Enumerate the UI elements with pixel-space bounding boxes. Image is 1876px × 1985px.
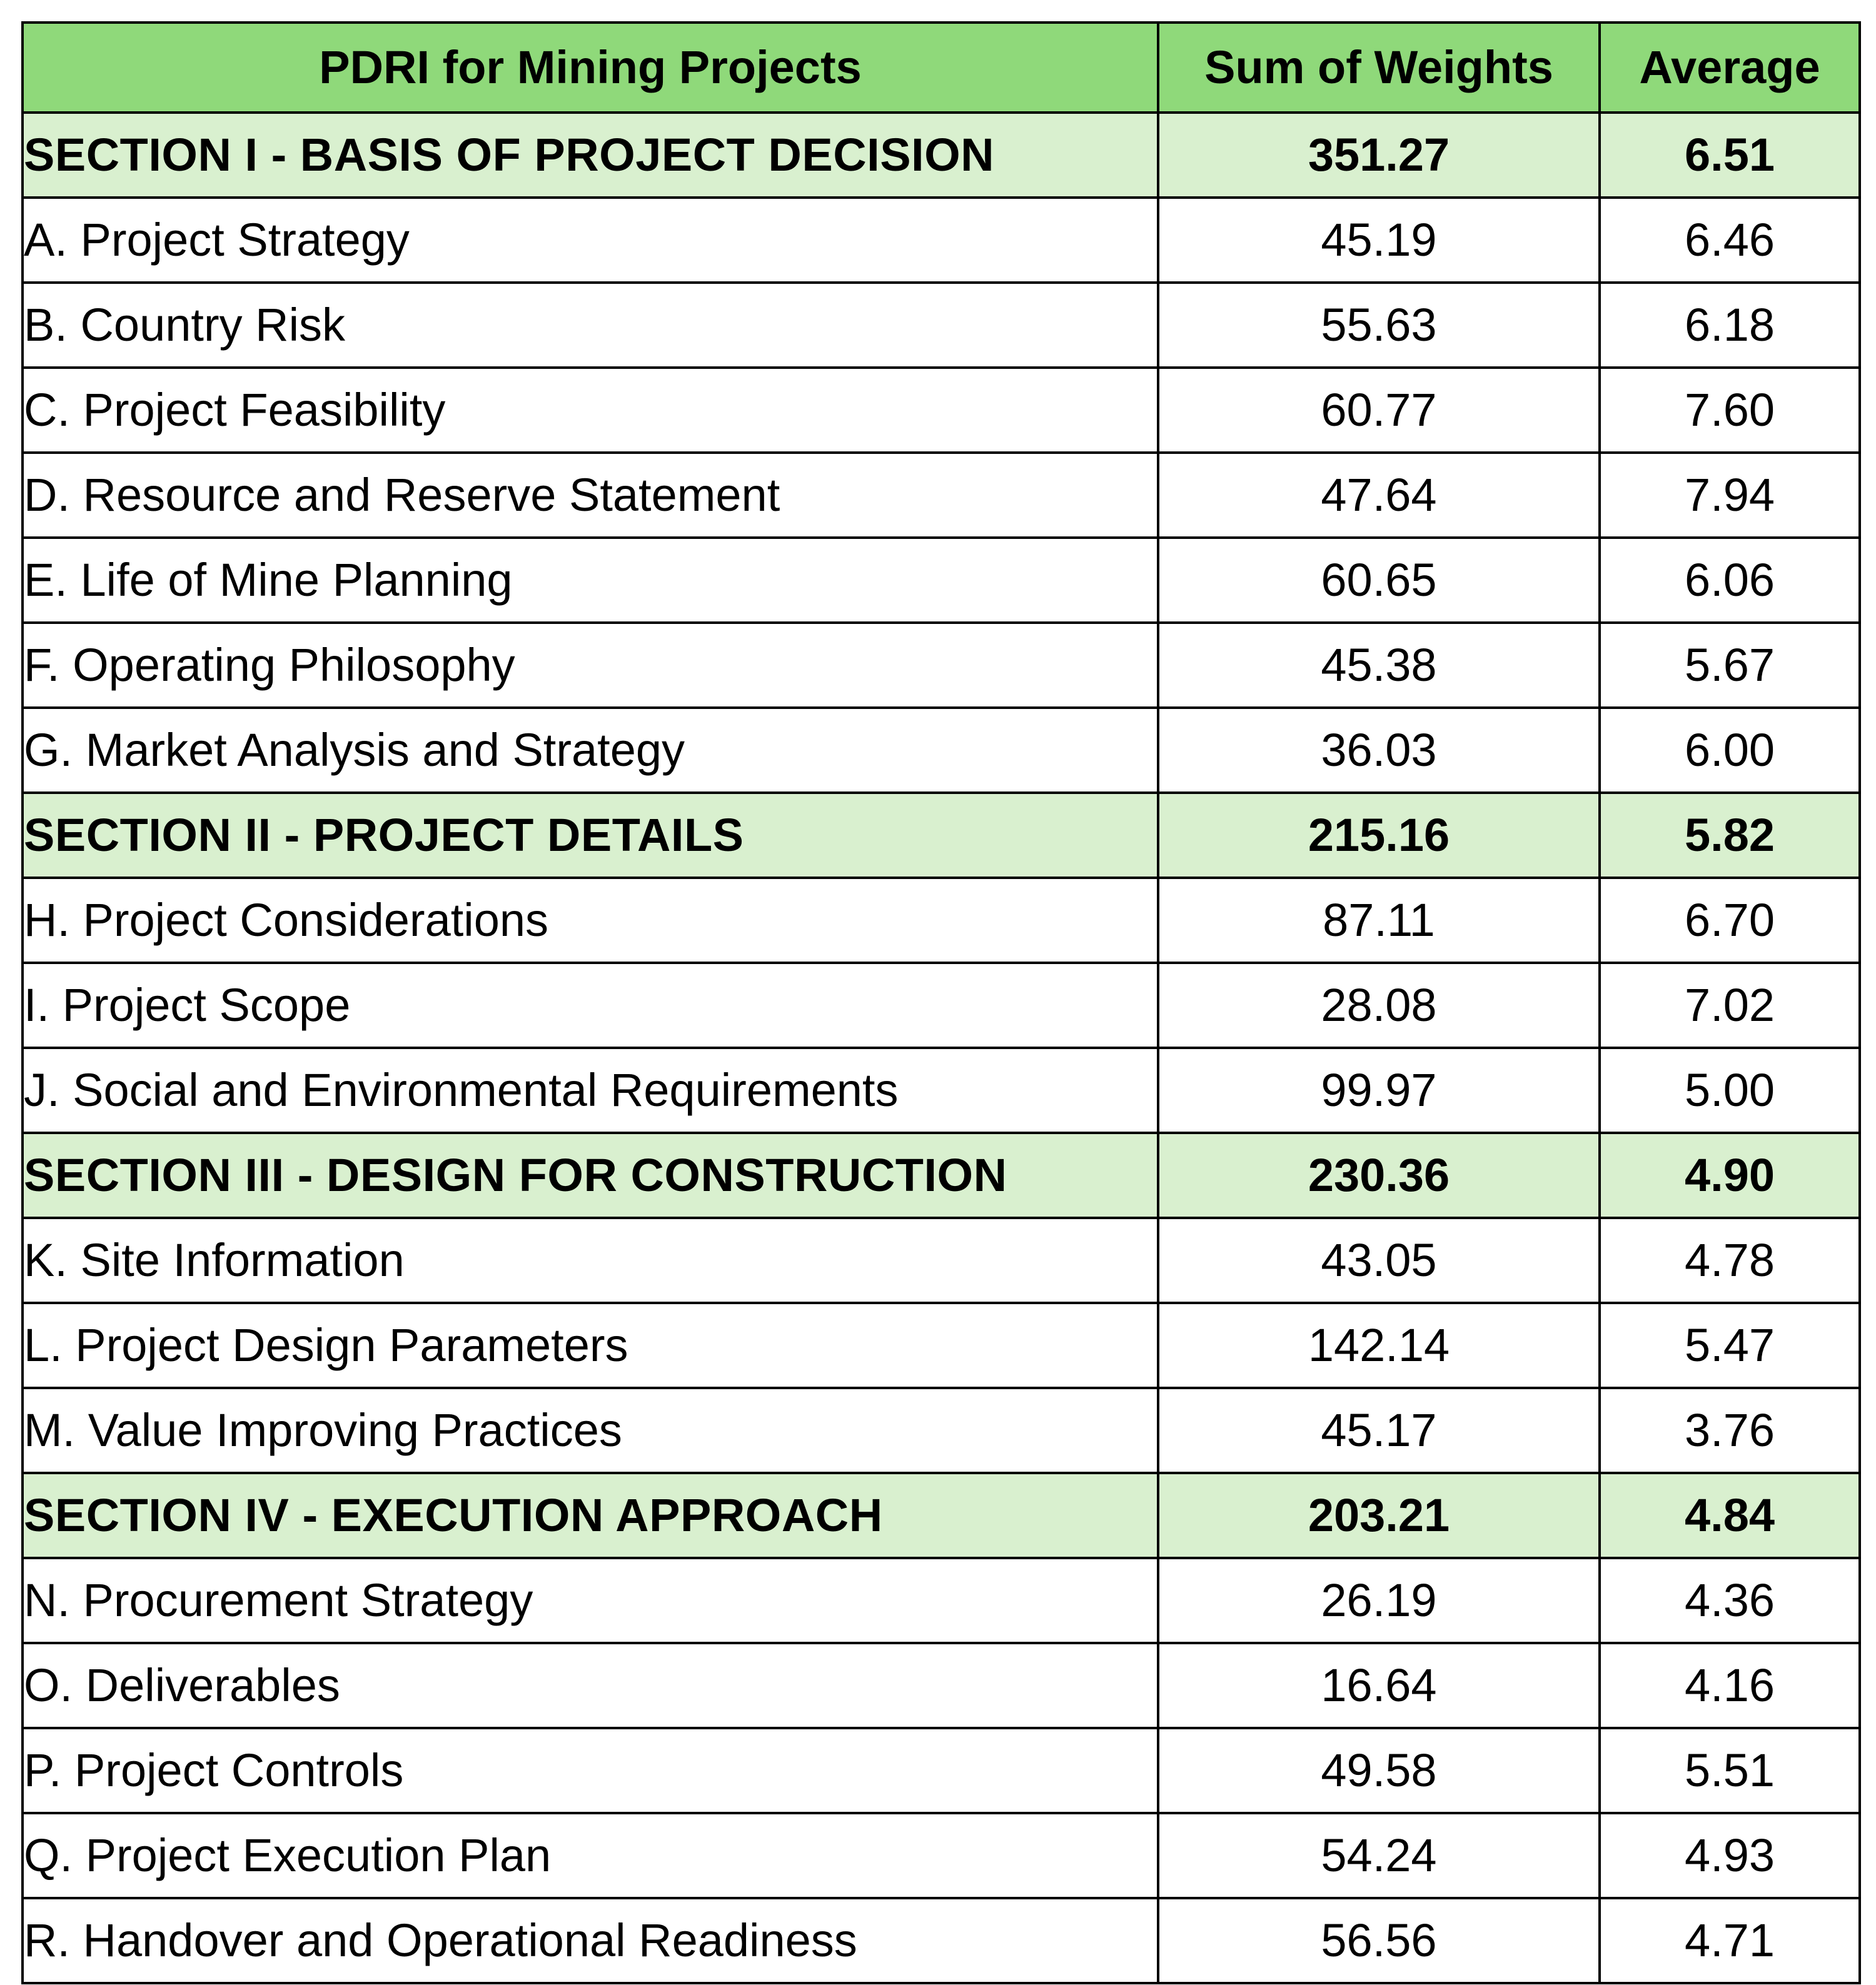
category-sum-of-weights: 26.19 xyxy=(1157,1557,1601,1644)
category-average: 6.18 xyxy=(1598,281,1861,369)
table-row: O. Deliverables 16.64 4.16 xyxy=(21,1642,1861,1729)
table-body: SECTION I - BASIS OF PROJECT DECISION 351… xyxy=(21,111,1861,1984)
section-sum-of-weights: 203.21 xyxy=(1157,1472,1601,1559)
section-average: 5.82 xyxy=(1598,791,1861,879)
category-sum-of-weights: 36.03 xyxy=(1157,706,1601,794)
category-average: 6.00 xyxy=(1598,706,1861,794)
category-name: R. Handover and Operational Readiness xyxy=(21,1897,1159,1984)
section-row: SECTION II - PROJECT DETAILS 215.16 5.82 xyxy=(21,791,1861,879)
section-row: SECTION I - BASIS OF PROJECT DECISION 351… xyxy=(21,111,1861,199)
category-name: K. Site Information xyxy=(21,1217,1159,1304)
category-name: M. Value Improving Practices xyxy=(21,1387,1159,1474)
category-average: 4.71 xyxy=(1598,1897,1861,1984)
category-sum-of-weights: 56.56 xyxy=(1157,1897,1601,1984)
table-header: PDRI for Mining Projects Sum of Weights … xyxy=(21,21,1861,114)
category-sum-of-weights: 60.77 xyxy=(1157,366,1601,454)
table-row: N. Procurement Strategy 26.19 4.36 xyxy=(21,1557,1861,1644)
category-name: O. Deliverables xyxy=(21,1642,1159,1729)
section-row: SECTION IV - EXECUTION APPROACH 203.21 4.8… xyxy=(21,1472,1861,1559)
category-name: I. Project Scope xyxy=(21,962,1159,1049)
category-average: 5.67 xyxy=(1598,621,1861,709)
section-sum-of-weights: 215.16 xyxy=(1157,791,1601,879)
category-sum-of-weights: 54.24 xyxy=(1157,1812,1601,1899)
category-sum-of-weights: 49.58 xyxy=(1157,1727,1601,1814)
table-row: K. Site Information 43.05 4.78 xyxy=(21,1217,1861,1304)
category-sum-of-weights: 16.64 xyxy=(1157,1642,1601,1729)
category-average: 5.51 xyxy=(1598,1727,1861,1814)
category-name: B. Country Risk xyxy=(21,281,1159,369)
table-row: P. Project Controls 49.58 5.51 xyxy=(21,1727,1861,1814)
section-title: SECTION II - PROJECT DETAILS xyxy=(21,791,1159,879)
table-row: J. Social and Environmental Requirements… xyxy=(21,1047,1861,1134)
category-name: D. Resource and Reserve Statement xyxy=(21,451,1159,539)
category-average: 5.00 xyxy=(1598,1047,1861,1134)
category-name: A. Project Strategy xyxy=(21,196,1159,284)
category-average: 7.02 xyxy=(1598,962,1861,1049)
category-sum-of-weights: 142.14 xyxy=(1157,1302,1601,1389)
category-name: P. Project Controls xyxy=(21,1727,1159,1814)
category-name: L. Project Design Parameters xyxy=(21,1302,1159,1389)
table-row: H. Project Considerations 87.11 6.70 xyxy=(21,877,1861,964)
header-sum-of-weights: Sum of Weights xyxy=(1157,21,1601,114)
section-sum-of-weights: 230.36 xyxy=(1157,1132,1601,1219)
table-row: A. Project Strategy 45.19 6.46 xyxy=(21,196,1861,284)
table-row: E. Life of Mine Planning 60.65 6.06 xyxy=(21,536,1861,624)
header-average: Average xyxy=(1598,21,1861,114)
section-row: SECTION III - DESIGN FOR CONSTRUCTION 230… xyxy=(21,1132,1861,1219)
category-sum-of-weights: 45.38 xyxy=(1157,621,1601,709)
category-sum-of-weights: 28.08 xyxy=(1157,962,1601,1049)
header-pdri-for-mining-projects: PDRI for Mining Projects xyxy=(21,21,1159,114)
table-row: M. Value Improving Practices 45.17 3.76 xyxy=(21,1387,1861,1474)
category-sum-of-weights: 43.05 xyxy=(1157,1217,1601,1304)
pdri-weights-table: PDRI for Mining Projects Sum of Weights … xyxy=(21,21,1861,1984)
table-row: L. Project Design Parameters 142.14 5.47 xyxy=(21,1302,1861,1389)
table-row: G. Market Analysis and Strategy 36.03 6.00 xyxy=(21,706,1861,794)
category-average: 7.60 xyxy=(1598,366,1861,454)
category-average: 5.47 xyxy=(1598,1302,1861,1389)
category-sum-of-weights: 99.97 xyxy=(1157,1047,1601,1134)
category-average: 4.16 xyxy=(1598,1642,1861,1729)
category-average: 7.94 xyxy=(1598,451,1861,539)
table-row: C. Project Feasibility 60.77 7.60 xyxy=(21,366,1861,454)
section-title: SECTION III - DESIGN FOR CONSTRUCTION xyxy=(21,1132,1159,1219)
category-name: H. Project Considerations xyxy=(21,877,1159,964)
section-average: 4.90 xyxy=(1598,1132,1861,1219)
section-average: 6.51 xyxy=(1598,111,1861,199)
category-average: 4.93 xyxy=(1598,1812,1861,1899)
category-name: Q. Project Execution Plan xyxy=(21,1812,1159,1899)
category-average: 4.78 xyxy=(1598,1217,1861,1304)
category-name: E. Life of Mine Planning xyxy=(21,536,1159,624)
category-average: 6.46 xyxy=(1598,196,1861,284)
table-row: R. Handover and Operational Readiness 56.… xyxy=(21,1897,1861,1984)
table-row: I. Project Scope 28.08 7.02 xyxy=(21,962,1861,1049)
category-name: F. Operating Philosophy xyxy=(21,621,1159,709)
section-average: 4.84 xyxy=(1598,1472,1861,1559)
category-sum-of-weights: 45.17 xyxy=(1157,1387,1601,1474)
category-average: 4.36 xyxy=(1598,1557,1861,1644)
table-row: D. Resource and Reserve Statement 47.64 7.… xyxy=(21,451,1861,539)
category-name: J. Social and Environmental Requirements xyxy=(21,1047,1159,1134)
category-average: 3.76 xyxy=(1598,1387,1861,1474)
category-sum-of-weights: 45.19 xyxy=(1157,196,1601,284)
section-title: SECTION IV - EXECUTION APPROACH xyxy=(21,1472,1159,1559)
category-sum-of-weights: 55.63 xyxy=(1157,281,1601,369)
category-average: 6.06 xyxy=(1598,536,1861,624)
category-sum-of-weights: 47.64 xyxy=(1157,451,1601,539)
section-title: SECTION I - BASIS OF PROJECT DECISION xyxy=(21,111,1159,199)
section-sum-of-weights: 351.27 xyxy=(1157,111,1601,199)
table-row: F. Operating Philosophy 45.38 5.67 xyxy=(21,621,1861,709)
category-name: C. Project Feasibility xyxy=(21,366,1159,454)
category-sum-of-weights: 87.11 xyxy=(1157,877,1601,964)
table-row: B. Country Risk 55.63 6.18 xyxy=(21,281,1861,369)
category-name: G. Market Analysis and Strategy xyxy=(21,706,1159,794)
category-sum-of-weights: 60.65 xyxy=(1157,536,1601,624)
header-row: PDRI for Mining Projects Sum of Weights … xyxy=(21,21,1861,114)
table-row: Q. Project Execution Plan 54.24 4.93 xyxy=(21,1812,1861,1899)
category-name: N. Procurement Strategy xyxy=(21,1557,1159,1644)
category-average: 6.70 xyxy=(1598,877,1861,964)
